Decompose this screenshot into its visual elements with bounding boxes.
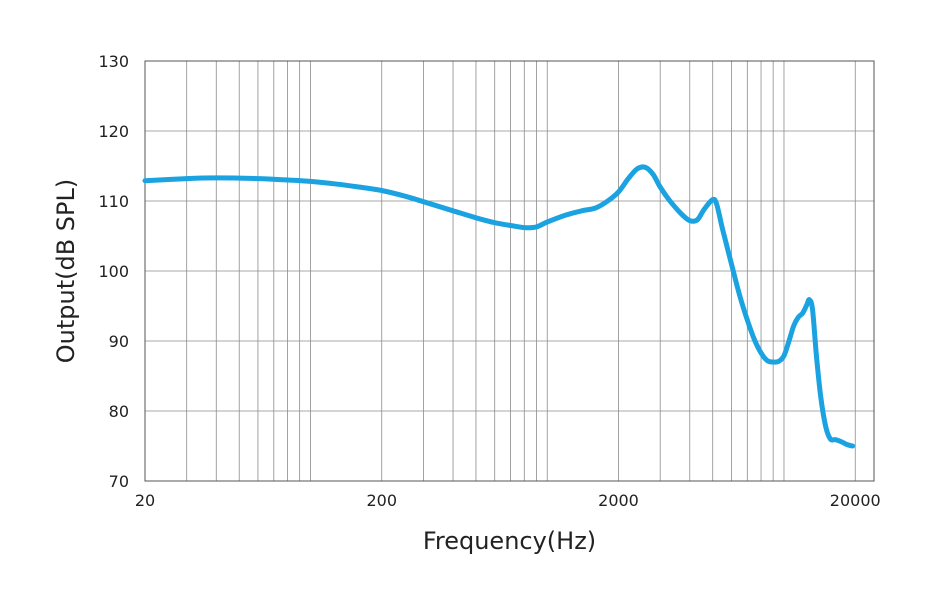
series-line-0 <box>142 164 856 449</box>
series-layer <box>142 164 856 449</box>
y-tick-label: 100 <box>98 262 129 281</box>
y-tick-label: 120 <box>98 122 129 141</box>
y-tick-label: 110 <box>98 192 129 211</box>
y-tick-label: 90 <box>109 332 129 351</box>
x-axis-title: Frequency(Hz) <box>423 527 596 555</box>
grid <box>145 61 874 481</box>
x-tick-labels: 20 200 2000 20000 <box>135 491 881 510</box>
x-tick-label: 200 <box>366 491 397 510</box>
x-tick-label: 2000 <box>598 491 639 510</box>
y-tick-label: 130 <box>98 52 129 71</box>
y-tick-label: 70 <box>109 472 129 491</box>
x-tick-label: 20000 <box>830 491 881 510</box>
y-axis-title: Output(dB SPL) <box>52 179 80 364</box>
y-tick-label: 80 <box>109 402 129 421</box>
plot-frame <box>144 60 875 482</box>
y-tick-labels: 70 80 90 100 110 120 130 <box>98 52 129 491</box>
x-tick-label: 20 <box>135 491 155 510</box>
